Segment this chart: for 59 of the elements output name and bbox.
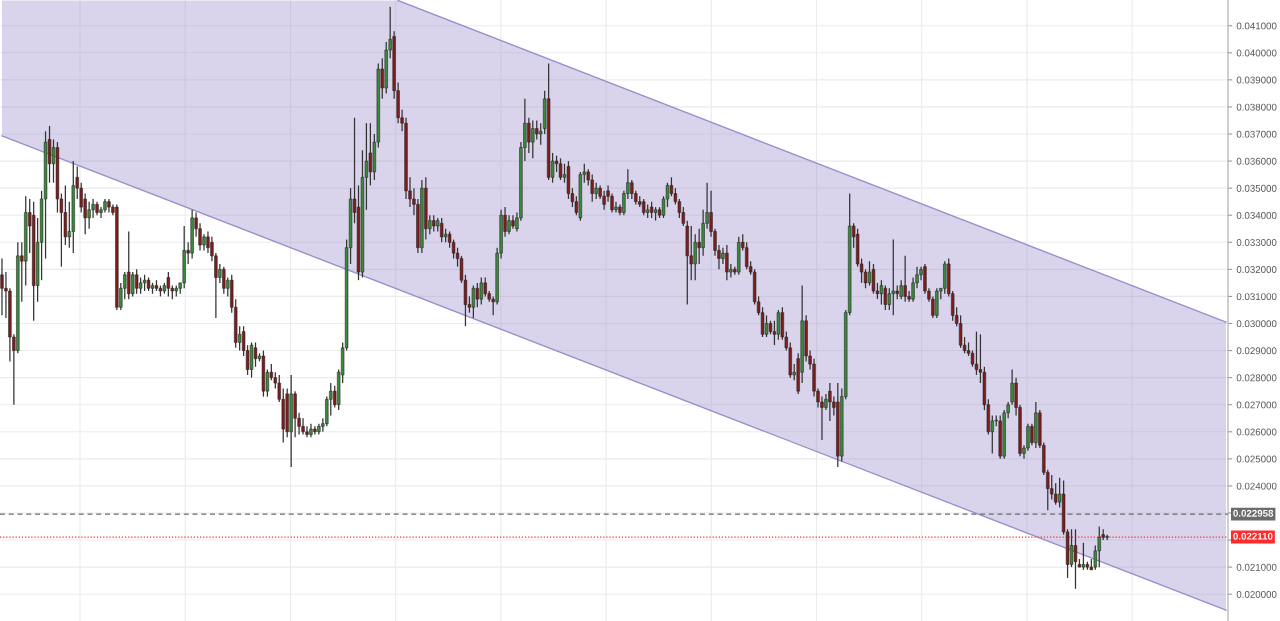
y-tick-label: 0.032000 xyxy=(1236,266,1277,273)
candlestick xyxy=(1050,474,1054,501)
y-tick-label: 0.021000 xyxy=(1236,563,1277,571)
candlestick xyxy=(725,244,729,281)
y-tick-label: 0.030000 xyxy=(1236,320,1277,328)
y-tick-label: 0.029000 xyxy=(1236,347,1277,355)
candlestick xyxy=(440,217,444,243)
candlestick xyxy=(883,284,888,311)
candlestick xyxy=(471,284,476,319)
y-tick-label: 0.036000 xyxy=(1236,157,1277,165)
candlestick xyxy=(764,314,769,338)
candlestick xyxy=(903,255,907,303)
candlestick xyxy=(1054,482,1058,506)
candlestick xyxy=(958,314,963,349)
candlestick xyxy=(127,230,131,300)
candlestick xyxy=(0,257,4,316)
candlestick xyxy=(558,157,563,181)
candlestick xyxy=(891,238,895,316)
ref-line-label: 0.022110 xyxy=(1233,532,1273,540)
y-tick-label: 0.031000 xyxy=(1236,293,1277,301)
y-tick-label: 0.037000 xyxy=(1236,130,1277,138)
y-tick-label: 0.038000 xyxy=(1236,103,1277,111)
y-tick-label: 0.041000 xyxy=(1236,22,1277,30)
candlestick xyxy=(475,282,479,308)
candlestick xyxy=(301,417,305,436)
candlestick xyxy=(222,266,226,295)
candlestick xyxy=(871,263,876,295)
candlestick xyxy=(483,276,487,298)
candlestick xyxy=(590,173,594,203)
candlestick xyxy=(479,276,483,306)
candlestick xyxy=(887,287,891,311)
candlestick xyxy=(253,341,258,368)
candlestick xyxy=(507,214,511,235)
candlestick xyxy=(879,279,884,306)
y-tick-label: 0.034000 xyxy=(1236,211,1277,219)
candlestick xyxy=(87,201,91,230)
y-tick-label: 0.040000 xyxy=(1236,49,1277,57)
y-tick-label: 0.020000 xyxy=(1236,590,1277,598)
y-tick-label: 0.024000 xyxy=(1236,482,1277,490)
y-tick-label: 0.027000 xyxy=(1236,401,1277,409)
candlestick xyxy=(828,382,832,422)
candlestick xyxy=(527,117,531,154)
candlestick xyxy=(1097,525,1101,568)
y-tick-label: 0.035000 xyxy=(1236,184,1277,192)
candlestick xyxy=(1073,528,1078,590)
candlestick xyxy=(531,119,535,159)
candlestick xyxy=(974,330,979,376)
candlestick xyxy=(131,271,135,298)
y-tick-label: 0.028000 xyxy=(1236,374,1277,382)
y-tick-label: 0.025000 xyxy=(1236,455,1277,463)
candlestick xyxy=(135,268,139,295)
y-tick-label: 0.033000 xyxy=(1236,239,1277,246)
ref-line-label: 0.022958 xyxy=(1233,509,1274,517)
candlestick xyxy=(630,179,634,200)
candlestick xyxy=(535,119,539,141)
candlestick xyxy=(776,309,781,341)
y-tick-label: 0.026000 xyxy=(1236,428,1277,436)
y-tick-label: 0.039000 xyxy=(1236,76,1277,84)
candlestick xyxy=(899,279,903,300)
